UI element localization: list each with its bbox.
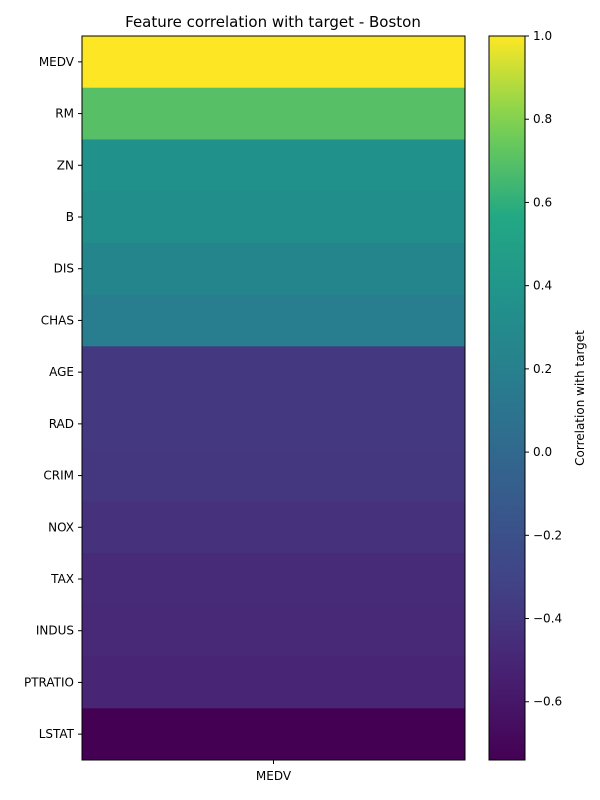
- heatmap-cell: [82, 604, 465, 658]
- row-tick-label: TAX: [50, 572, 74, 586]
- colorbar-label: Correlation with target: [573, 330, 587, 466]
- heatmap-cell: [82, 242, 465, 296]
- colorbar-tick-label: 0.2: [533, 362, 552, 376]
- row-tick-label: PTRATIO: [24, 675, 74, 689]
- column-tick-labels: MEDV: [256, 760, 292, 783]
- row-tick-label: ZN: [57, 158, 74, 172]
- heatmap-cell: [82, 139, 465, 192]
- heatmap-cell: [82, 294, 465, 347]
- heatmap-cell: [82, 501, 465, 554]
- heatmap-cell: [82, 656, 465, 709]
- row-tick-label: RM: [55, 107, 74, 121]
- heatmap-cell: [82, 449, 465, 502]
- colorbar-tick-label: 0.8: [533, 112, 552, 126]
- row-tick-label: AGE: [49, 365, 74, 379]
- heatmap-cell: [82, 346, 465, 399]
- colorbar: 1.0 0.8 0.6 0.4 0.2 0.0 −0.2 −0.4 −0.6: [488, 29, 562, 761]
- colorbar-tick-label: 0.6: [533, 195, 552, 209]
- heatmap-cell: [82, 708, 465, 761]
- row-tick-label: RAD: [49, 417, 74, 431]
- row-tick-label: CRIM: [43, 469, 74, 483]
- column-tick-label: MEDV: [256, 769, 292, 783]
- row-tick-label: NOX: [48, 520, 74, 534]
- colorbar-tick-label: 1.0: [533, 29, 552, 43]
- heatmap-cell: [82, 191, 465, 244]
- heatmap-cell: [82, 36, 465, 89]
- colorbar-tick-label: −0.6: [533, 695, 562, 709]
- row-tick-label: LSTAT: [39, 727, 75, 741]
- colorbar-tick-label: −0.4: [533, 612, 562, 626]
- row-tick-label: B: [66, 210, 74, 224]
- colorbar-tick-label: −0.2: [533, 528, 562, 542]
- row-tick-label: DIS: [54, 262, 74, 276]
- heatmap-cell: [82, 553, 465, 606]
- row-tick-label: MEDV: [39, 55, 75, 69]
- colorbar-tick-label: 0.4: [533, 279, 552, 293]
- heatmap-cell: [82, 398, 465, 451]
- heatmap-cells: [82, 36, 465, 761]
- colorbar-tick-label: 0.0: [533, 445, 552, 459]
- chart-title: Feature correlation with target - Boston: [125, 13, 421, 31]
- row-tick-labels: MEDV RM ZN B DIS CHAS AGE RAD CRIM NOX TAX INDUS PTR…: [24, 55, 82, 741]
- row-tick-label: INDUS: [36, 624, 74, 638]
- heatmap-cell: [82, 87, 465, 140]
- colorbar-gradient: [488, 35, 526, 761]
- row-tick-label: CHAS: [41, 313, 74, 327]
